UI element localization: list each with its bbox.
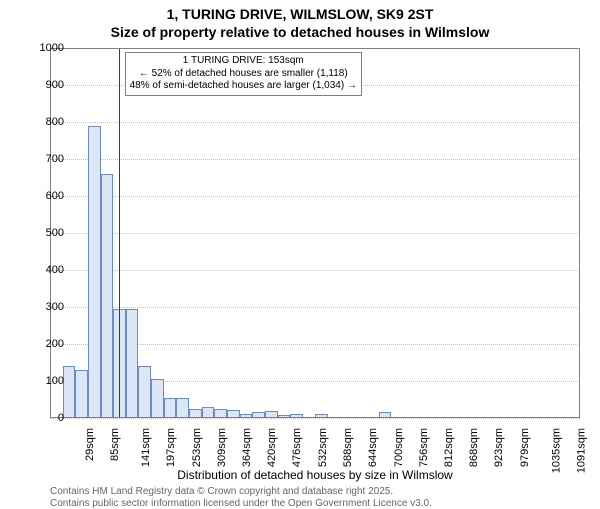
y-tick-label: 800: [24, 116, 64, 128]
title-line-2: Size of property relative to detached ho…: [0, 24, 600, 40]
x-tick-label: 868sqm: [469, 428, 481, 467]
x-tick-label: 588sqm: [342, 428, 354, 467]
x-tick-label: 700sqm: [393, 428, 405, 467]
y-tick-label: 700: [24, 153, 64, 165]
chart-container: 1, TURING DRIVE, WILMSLOW, SK9 2ST Size …: [0, 0, 600, 500]
plot-border: [50, 48, 580, 418]
y-tick-label: 100: [24, 375, 64, 387]
y-tick-label: 500: [24, 227, 64, 239]
y-tick-label: 400: [24, 264, 64, 276]
footer-line-1: Contains HM Land Registry data © Crown c…: [50, 486, 393, 497]
x-tick-label: 29sqm: [84, 428, 96, 461]
x-tick-label: 1035sqm: [550, 428, 562, 473]
title-line-1: 1, TURING DRIVE, WILMSLOW, SK9 2ST: [0, 6, 600, 22]
x-tick-label: 253sqm: [191, 428, 203, 467]
y-tick-label: 0: [24, 412, 64, 424]
x-tick-label: 476sqm: [292, 428, 304, 467]
x-tick-label: 85sqm: [109, 428, 121, 461]
x-tick-label: 979sqm: [519, 428, 531, 467]
y-tick-label: 200: [24, 338, 64, 350]
x-tick-label: 812sqm: [443, 428, 455, 467]
x-tick-label: 309sqm: [216, 428, 228, 467]
x-tick-label: 756sqm: [418, 428, 430, 467]
y-tick-label: 600: [24, 190, 64, 202]
y-tick-label: 300: [24, 301, 64, 313]
x-axis-label: Distribution of detached houses by size …: [50, 468, 580, 482]
y-tick-label: 1000: [24, 42, 64, 54]
x-tick-label: 644sqm: [367, 428, 379, 467]
x-tick-label: 197sqm: [166, 428, 178, 467]
x-tick-label: 141sqm: [140, 428, 152, 467]
x-tick-label: 1091sqm: [575, 428, 587, 473]
x-tick-label: 532sqm: [317, 428, 329, 467]
x-tick-label: 364sqm: [241, 428, 253, 467]
x-tick-label: 923sqm: [493, 428, 505, 467]
y-tick-label: 900: [24, 79, 64, 91]
gridline: [50, 418, 580, 419]
plot-area: 1 TURING DRIVE: 153sqm← 52% of detached …: [50, 48, 580, 418]
x-tick-label: 420sqm: [266, 428, 278, 467]
